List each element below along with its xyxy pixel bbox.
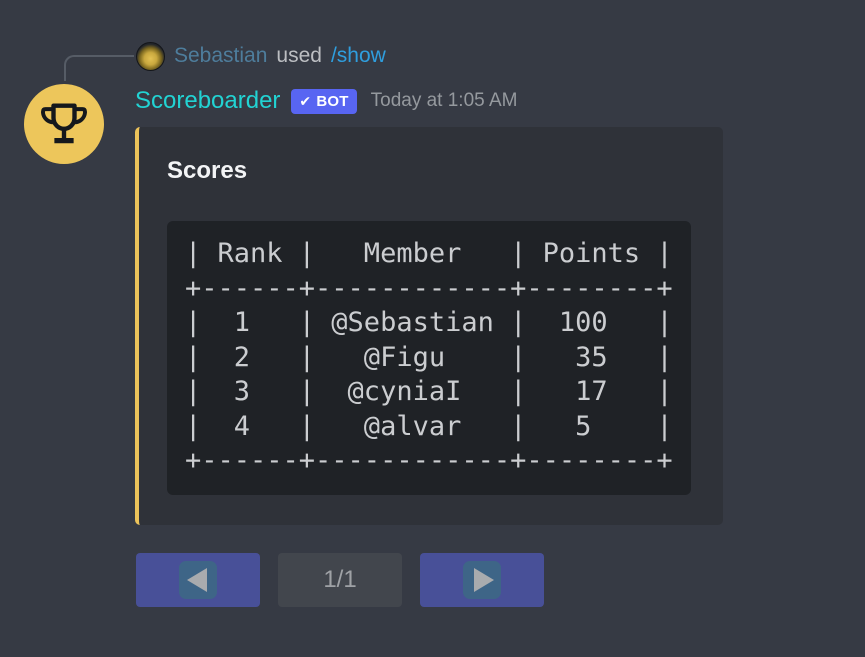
scoreboard-code-block: | Rank | Member | Points | +------+-----…: [167, 221, 691, 495]
scoreboard-embed: Scores | Rank | Member | Points | +-----…: [135, 127, 723, 525]
arrow-backward-icon: [179, 561, 217, 599]
bot-badge-label: BOT: [316, 92, 349, 110]
trophy-icon: [36, 95, 92, 153]
bot-badge: ✔ BOT: [291, 88, 357, 114]
checkmark-icon: ✔: [299, 92, 312, 109]
arrow-forward-icon: [463, 561, 501, 599]
message-header: Scoreboarder ✔ BOT Today at 1:05 AM: [135, 85, 517, 117]
slash-command-link[interactable]: /show: [330, 44, 386, 67]
reply-spine: [64, 55, 134, 81]
next-page-button[interactable]: [420, 553, 544, 607]
page-indicator-button[interactable]: 1/1: [278, 553, 402, 607]
reply-username[interactable]: Sebastian: [174, 44, 268, 67]
reply-context: Sebastian used /show: [136, 41, 386, 71]
prev-page-button[interactable]: [136, 553, 260, 607]
timestamp: Today at 1:05 AM: [370, 90, 518, 111]
page-indicator-label: 1/1: [323, 566, 357, 593]
bot-avatar[interactable]: [24, 84, 104, 164]
embed-title: Scores: [167, 157, 248, 184]
reply-action-text: used: [276, 44, 322, 67]
pagination-controls: 1/1: [136, 553, 544, 607]
author-name[interactable]: Scoreboarder: [135, 87, 281, 114]
reply-user-avatar[interactable]: [136, 41, 165, 71]
